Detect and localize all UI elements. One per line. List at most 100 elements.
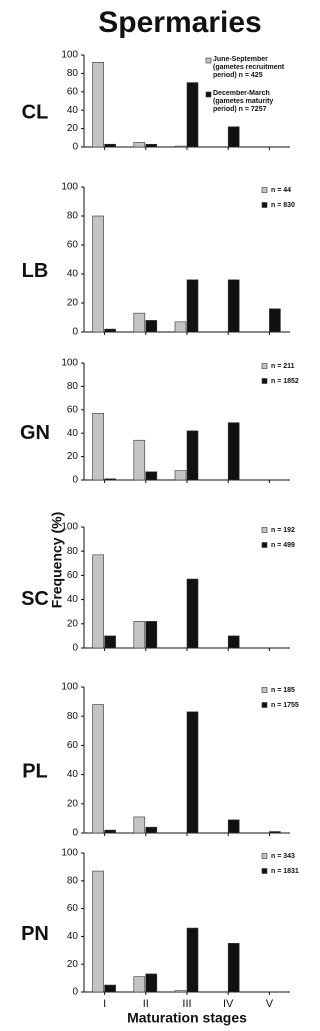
legend-swatch: [261, 868, 268, 874]
bar: [174, 990, 187, 993]
legend-label: n = 1831: [271, 868, 299, 875]
y-tick-label: 80: [67, 711, 79, 722]
y-tick-label: 0: [72, 828, 78, 839]
bar: [174, 470, 187, 481]
legend-label: n = 44: [271, 187, 291, 194]
legend-swatch: [261, 702, 268, 708]
legend-label: n = 211: [271, 363, 295, 370]
y-tick-label: 20: [67, 798, 79, 809]
bar: [104, 829, 116, 834]
y-tick-label: 40: [67, 428, 79, 439]
panel-label: PN: [21, 923, 49, 945]
bar: [133, 621, 146, 649]
legend-swatch: [261, 542, 268, 548]
y-tick-label: 100: [61, 182, 78, 193]
bar: [269, 831, 281, 834]
y-tick-label: 0: [72, 327, 78, 338]
y-tick-label: 80: [67, 381, 79, 392]
y-tick-label: 100: [61, 848, 78, 859]
y-tick-label: 20: [67, 123, 79, 134]
legend-label: n = 185: [271, 687, 295, 694]
bar: [227, 126, 240, 148]
bar: [269, 308, 281, 333]
legend-label: n = 192: [271, 527, 295, 534]
y-tick-label: 20: [67, 451, 79, 462]
y-tick-label: 60: [67, 404, 79, 415]
bar: [186, 430, 199, 481]
panel-label: GN: [20, 422, 50, 444]
panel-label: SC: [21, 588, 49, 610]
bar: [186, 578, 199, 649]
panel-label: CL: [22, 101, 49, 123]
y-tick-label: 0: [72, 475, 78, 486]
bar: [174, 145, 187, 148]
y-tick-label: 80: [67, 875, 79, 886]
x-tick-label: III: [182, 998, 191, 1010]
x-tick-label: V: [266, 998, 274, 1010]
bar: [174, 321, 187, 333]
bar: [92, 413, 104, 481]
bar: [133, 439, 146, 481]
legend-label: December-March (gametes maturity period)…: [213, 90, 274, 113]
legend-label: n = 1755: [271, 702, 299, 709]
bar: [186, 711, 199, 834]
legend-swatch: [261, 363, 268, 369]
y-tick-label: 100: [61, 522, 78, 533]
bar: [92, 870, 104, 993]
y-tick-label: 20: [67, 959, 79, 970]
bar: [145, 621, 158, 649]
legend-swatch: [261, 687, 268, 693]
y-tick-label: 40: [67, 594, 79, 605]
y-tick-label: 80: [67, 546, 79, 557]
legend-swatch: [205, 91, 212, 98]
bar: [104, 143, 116, 148]
bar: [227, 819, 240, 834]
bar: [145, 320, 158, 333]
y-tick-label: 60: [67, 240, 79, 251]
bar: [227, 279, 240, 333]
legend-item: December-March (gametes maturity period)…: [213, 90, 274, 113]
x-axis-label: Maturation stages: [127, 1010, 247, 1026]
bar: [92, 62, 104, 148]
legend-swatch: [205, 57, 212, 64]
panel-label: LB: [22, 260, 49, 282]
y-tick-label: 40: [67, 105, 79, 116]
x-tick-label: IV: [223, 998, 234, 1010]
legend-label: n = 830: [271, 202, 295, 209]
chart: Spermaries Frequency (%) Maturation stag…: [20, 6, 299, 1026]
legend-swatch: [261, 187, 268, 193]
legend-swatch: [261, 378, 268, 384]
legend-label: n = 499: [271, 542, 295, 549]
bar: [92, 554, 104, 649]
y-tick-label: 40: [67, 269, 79, 280]
bar: [227, 943, 240, 993]
y-tick-label: 40: [67, 931, 79, 942]
bar: [186, 279, 199, 333]
bar: [104, 328, 116, 333]
y-tick-label: 60: [67, 570, 79, 581]
bar: [145, 973, 158, 993]
y-tick-label: 0: [72, 643, 78, 654]
bar: [227, 422, 240, 481]
y-tick-label: 60: [67, 740, 79, 751]
chart-title: Spermaries: [98, 6, 261, 39]
bar: [145, 143, 158, 148]
bar: [104, 478, 116, 481]
bar: [133, 312, 146, 333]
bar: [104, 984, 116, 993]
bar: [145, 471, 158, 481]
bar: [92, 215, 104, 333]
bar: [133, 976, 146, 993]
bar: [104, 635, 116, 649]
y-tick-label: 100: [61, 50, 78, 61]
y-tick-label: 100: [61, 358, 78, 369]
x-tick-label: II: [143, 998, 149, 1010]
y-tick-label: 20: [67, 618, 79, 629]
y-tick-label: 20: [67, 298, 79, 309]
panel-label: PL: [22, 760, 48, 782]
bar: [92, 704, 104, 834]
legend-label: June-September (gametes recruitment peri…: [213, 56, 285, 79]
legend-swatch: [261, 527, 268, 533]
y-tick-label: 0: [72, 142, 78, 153]
